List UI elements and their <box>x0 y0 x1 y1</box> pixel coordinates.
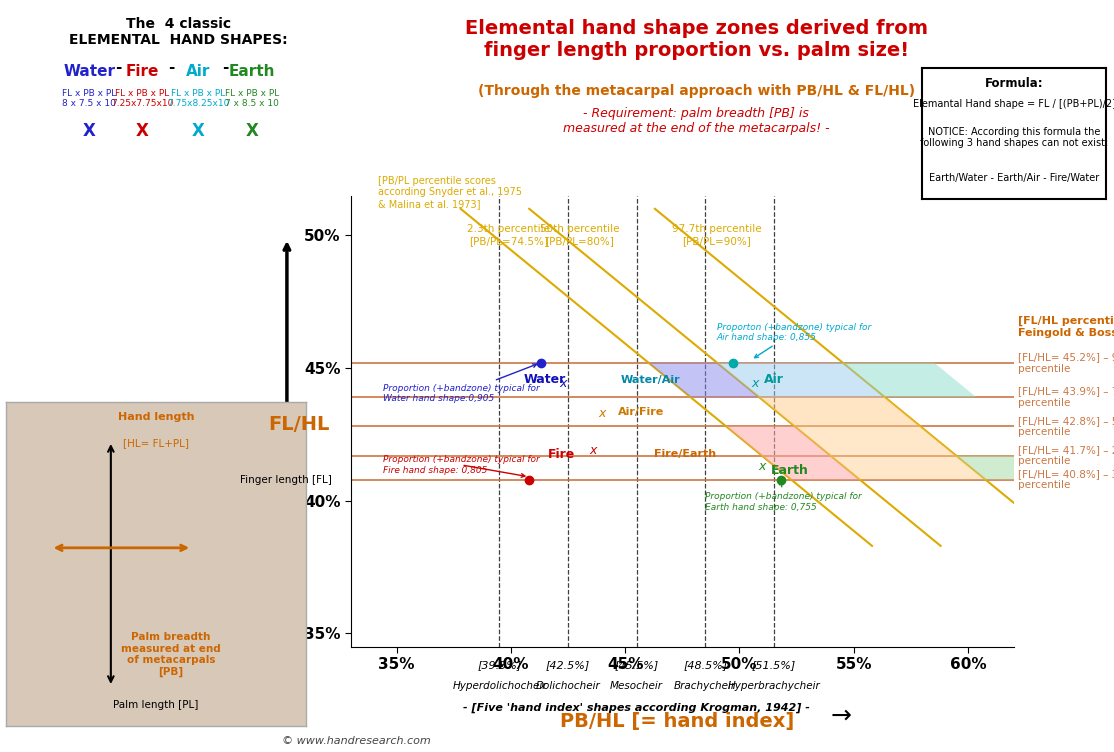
Text: [FL/HL= 42.8%] – 50th
percentile: [FL/HL= 42.8%] – 50th percentile <box>1018 416 1114 437</box>
Text: Air: Air <box>186 64 211 79</box>
Text: FL x PB x PL
7.75x8.25x10: FL x PB x PL 7.75x8.25x10 <box>167 89 229 108</box>
Text: Proportion (+bandzone) typical for
Earth hand shape: 0,755: Proportion (+bandzone) typical for Earth… <box>705 481 862 512</box>
Text: -: - <box>168 60 175 75</box>
Text: x: x <box>759 459 766 473</box>
Text: [FL/HL percentile scores according
Feingold & Bossert, 1974]: [FL/HL percentile scores according Feing… <box>1018 316 1114 338</box>
Text: Fire/Earth: Fire/Earth <box>654 449 715 459</box>
Text: Hyperdolichocheir: Hyperdolichocheir <box>452 681 547 691</box>
Text: Earth: Earth <box>228 64 275 79</box>
Polygon shape <box>726 426 860 480</box>
Text: -: - <box>115 60 121 75</box>
Text: X: X <box>136 122 149 140</box>
Polygon shape <box>648 362 759 397</box>
Text: X: X <box>245 122 258 140</box>
Polygon shape <box>717 362 885 397</box>
Text: Air/Fire: Air/Fire <box>618 407 664 417</box>
Text: Dolichocheir: Dolichocheir <box>536 681 600 691</box>
Text: Earth/Water - Earth/Air - Fire/Water: Earth/Water - Earth/Air - Fire/Water <box>929 173 1100 183</box>
Text: NOTICE: According this formula the
following 3 hand shapes can not exist:: NOTICE: According this formula the follo… <box>920 127 1108 148</box>
Text: [51.5%]: [51.5%] <box>752 660 795 670</box>
Text: FL x PB x PL
7 x 8.5 x 10: FL x PB x PL 7 x 8.5 x 10 <box>225 89 278 108</box>
Text: FL/HL: FL/HL <box>267 415 330 435</box>
Text: - [Five 'hand index' shapes according Krogman, 1942] -: - [Five 'hand index' shapes according Kr… <box>463 702 810 713</box>
Text: Elemantal Hand shape = FL / [(PB+PL)/2]: Elemantal Hand shape = FL / [(PB+PL)/2] <box>912 99 1114 109</box>
Text: Mesocheir: Mesocheir <box>610 681 663 691</box>
Text: Proporton (+bandzone) typical for
Air hand shape: 0,855: Proporton (+bandzone) typical for Air ha… <box>716 323 871 358</box>
Text: Palm length [PL]: Palm length [PL] <box>114 699 198 710</box>
Text: x: x <box>560 378 567 390</box>
Text: -: - <box>222 60 228 75</box>
Text: [FL/HL= 40.8%] – 3th
percentile: [FL/HL= 40.8%] – 3th percentile <box>1018 468 1114 490</box>
Text: [FL/HL= 43.9%] – 75th
percentile: [FL/HL= 43.9%] – 75th percentile <box>1018 387 1114 408</box>
Text: →: → <box>831 703 851 727</box>
Text: Hyperbrachycheir: Hyperbrachycheir <box>727 681 820 691</box>
Text: [PB/PL percentile scores
according Snyder et al., 1975
& Malina et al. 1973]: [PB/PL percentile scores according Snyde… <box>379 175 522 209</box>
Text: Palm breadth
measured at end
of metacarpals
[PB]: Palm breadth measured at end of metacarp… <box>121 632 221 677</box>
Text: Formula:: Formula: <box>985 77 1044 90</box>
Text: Finger length [FL]: Finger length [FL] <box>241 475 332 485</box>
Text: PB/HL [= hand index]: PB/HL [= hand index] <box>560 712 794 731</box>
Text: x: x <box>598 407 606 420</box>
Text: Proportion (+bandzone) typical for
Fire hand shape: 0,805: Proportion (+bandzone) typical for Fire … <box>383 455 539 478</box>
Text: [48.5%]: [48.5%] <box>683 660 727 670</box>
Text: FL x PB x PL
7.25x7.75x10: FL x PB x PL 7.25x7.75x10 <box>111 89 174 108</box>
Text: 97.7th percentile
[PB/PL=90%]: 97.7th percentile [PB/PL=90%] <box>672 224 762 246</box>
Polygon shape <box>843 362 976 397</box>
Text: Proportion (+bandzone) typical for
Water hand shape:0,905: Proportion (+bandzone) typical for Water… <box>383 364 539 403</box>
Text: x: x <box>589 444 597 456</box>
Text: X: X <box>192 122 205 140</box>
Polygon shape <box>956 456 1077 480</box>
Text: 50th percentile
[PB/PL=80%]: 50th percentile [PB/PL=80%] <box>539 224 619 246</box>
Text: Water: Water <box>63 64 115 79</box>
Text: (Through the metacarpal approach with PB/HL & FL/HL): (Through the metacarpal approach with PB… <box>478 84 915 99</box>
Text: Water: Water <box>524 374 566 387</box>
Text: Brachycheir: Brachycheir <box>674 681 736 691</box>
Text: Fire: Fire <box>548 447 575 461</box>
Text: - Requirement: palm breadth [PB] is
measured at the end of the metacarpals! -: - Requirement: palm breadth [PB] is meas… <box>563 107 830 135</box>
Text: [FL/HL= 41.7%] – 25th
percentile: [FL/HL= 41.7%] – 25th percentile <box>1018 445 1114 466</box>
Text: X: X <box>82 122 96 140</box>
Text: Fire: Fire <box>126 64 159 79</box>
Polygon shape <box>759 397 920 426</box>
Text: © www.handresearch.com: © www.handresearch.com <box>282 736 431 746</box>
Text: [42.5%]: [42.5%] <box>546 660 590 670</box>
Text: [45.5%]: [45.5%] <box>615 660 658 670</box>
Text: [FL/HL= 45.2%] – 97th
percentile: [FL/HL= 45.2%] – 97th percentile <box>1018 352 1114 374</box>
Text: FL x PB x PL
8 x 7.5 x 10: FL x PB x PL 8 x 7.5 x 10 <box>62 89 116 108</box>
Text: [HL= FL+PL]: [HL= FL+PL] <box>123 438 189 448</box>
Text: The  4 classic
ELEMENTAL  HAND SHAPES:: The 4 classic ELEMENTAL HAND SHAPES: <box>69 17 287 47</box>
Text: 2.3th percentile
[PB/PL=74.5%]: 2.3th percentile [PB/PL=74.5%] <box>467 224 550 246</box>
Text: Air: Air <box>764 374 783 387</box>
Text: [39.5%]: [39.5%] <box>478 660 521 670</box>
Text: x: x <box>752 378 759 390</box>
Text: Hand length: Hand length <box>118 412 194 422</box>
Text: Earth: Earth <box>771 464 809 477</box>
Text: Elemental hand shape zones derived from
finger length proportion vs. palm size!: Elemental hand shape zones derived from … <box>465 19 928 60</box>
Text: Water/Air: Water/Air <box>620 375 681 385</box>
Polygon shape <box>794 426 985 480</box>
